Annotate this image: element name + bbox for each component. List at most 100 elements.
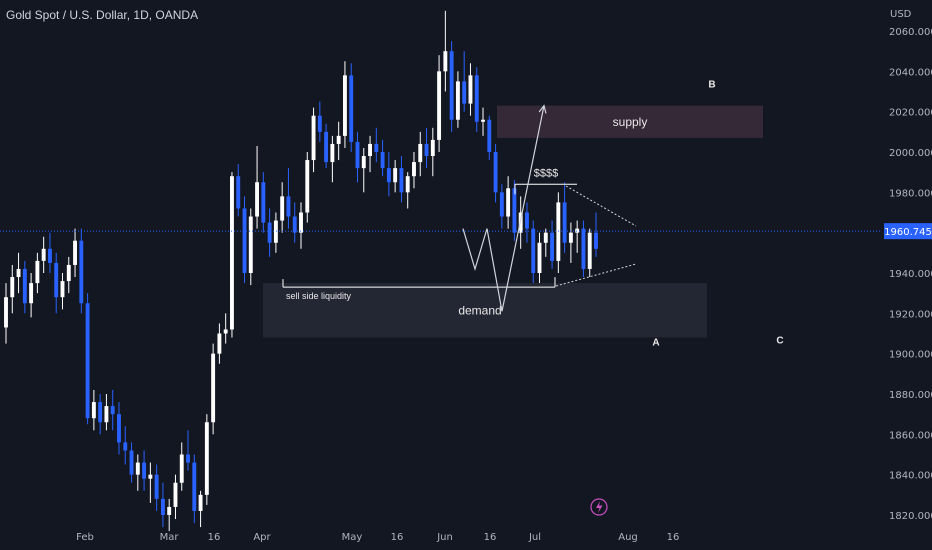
y-tick-label: 2040.000 [889,67,932,78]
x-tick-label: 16 [208,532,221,543]
candle-body [104,406,109,423]
candle-body [217,333,222,354]
candle-body [493,152,498,193]
candle-body [142,462,147,479]
candle-body [110,406,115,415]
candle-body [154,474,159,499]
candle-body [543,232,548,243]
y-tick-label: 1940.000 [889,269,932,280]
candle-body [368,143,372,157]
candle-body [211,353,216,423]
x-tick-label: Apr [253,532,271,543]
candle-body [236,176,241,209]
candle-body [499,192,504,217]
flash-icon-bolt [596,501,603,513]
candle-body [443,51,448,72]
candle-body [173,482,178,507]
candle-body [581,228,586,269]
triangle-upper-line [565,185,637,227]
candle-body [374,143,379,152]
candle-body [418,143,423,163]
candle-body [355,141,360,169]
candle-body [575,228,580,233]
candle-body [324,131,329,163]
candle-body [167,506,172,515]
candle-body [261,182,266,223]
candle-body [531,228,536,273]
buy-side-liquidity-label: $$$$ [534,167,558,179]
candle-body [54,262,59,298]
candle-body [129,450,134,475]
candle-body [4,297,8,328]
candle-body [22,268,27,304]
candle-body [60,281,65,298]
candle-body [481,119,485,122]
triangle-lower-line [555,263,637,287]
candle-body [280,196,285,221]
candle-body [255,182,260,217]
candle-body [487,119,492,152]
candle-body [186,454,190,463]
point-label-b: B [708,79,715,90]
candle-body [148,474,153,479]
point-label-a: A [652,338,659,349]
candle-body [468,75,473,104]
candle-body [117,414,121,443]
candle-body [437,71,442,140]
y-tick-label: 2060.000 [889,27,932,38]
x-axis[interactable]: Feb Mar 16 Apr May 16 Jun 16 Jul Aug 16 [76,532,679,543]
candle-body [462,81,467,104]
candle-body [79,240,84,304]
candle-body [135,462,140,475]
y-tick-label: 1860.000 [889,430,932,441]
candle-body [160,498,165,515]
candle-body [512,188,517,233]
candle-body [47,248,52,263]
x-tick-label: 16 [484,532,497,543]
candle-body [248,216,253,273]
candle-body [10,277,15,298]
candle-body [204,422,209,495]
y-tick-label: 1840.000 [889,471,932,482]
candle-body [594,232,598,249]
candle-body [317,115,322,132]
candle-body [393,168,398,183]
candle-body [430,139,435,157]
candle-body [525,212,529,229]
y-tick-label: 1980.000 [889,188,932,199]
candle-body [506,188,511,217]
candle-body [35,260,40,284]
point-label-c: C [776,336,783,347]
current-price-badge [884,223,932,240]
candle-body [16,268,21,278]
x-tick-label: Jul [528,532,541,543]
candle-body [192,462,197,511]
x-tick-label: Mar [160,532,180,543]
x-tick-label: 16 [391,532,404,543]
candle-body [568,232,573,243]
candle-body [380,152,385,169]
candle-body [299,212,303,233]
candle-body [73,240,77,265]
candle-body [123,442,128,451]
candle-body [85,303,90,419]
candle-body [179,454,184,483]
x-tick-label: Feb [76,532,94,543]
supply-label: supply [613,115,648,129]
candle-body [66,264,71,282]
candle-body [405,176,410,193]
candle-body [342,75,347,136]
candle-body [361,156,366,169]
candle-body [424,143,429,157]
y-tick-label: 1920.000 [889,309,932,320]
sell-side-liquidity-label: sell side liquidity [286,291,352,301]
candle-body [230,176,234,330]
current-price-label: 1960.745 [884,227,932,238]
candle-body [223,329,228,334]
candle-body [587,232,592,269]
y-axis[interactable]: 1820.000 1840.000 1860.000 1880.000 1900.000… [884,27,932,522]
y-tick-label: 2020.000 [889,108,932,119]
demand-zone [263,283,707,338]
